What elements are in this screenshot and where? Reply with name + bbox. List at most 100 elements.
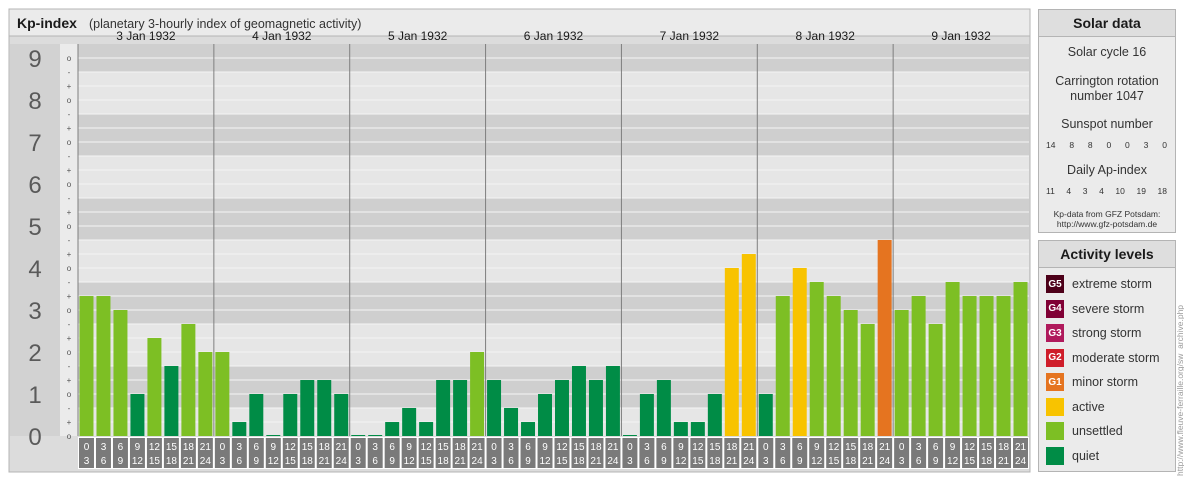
solar-data-panel: Solar data Solar cycle 16 Carrington rot… xyxy=(1038,9,1176,233)
kp-bar xyxy=(198,352,213,436)
interval-cell xyxy=(520,438,536,468)
interval-start-label: 18 xyxy=(319,442,331,453)
interval-cell xyxy=(758,438,774,468)
interval-end-label: 3 xyxy=(220,456,226,467)
y-minor-label: - xyxy=(68,110,71,119)
interval-start-label: 0 xyxy=(220,442,226,453)
interval-cell xyxy=(741,438,757,468)
interval-cell xyxy=(95,438,111,468)
y-minor-label: o xyxy=(67,390,72,399)
kp-band xyxy=(78,282,1029,324)
interval-cell xyxy=(129,438,145,468)
level-swatch: G1 xyxy=(1046,373,1064,392)
y-minor-label: + xyxy=(67,124,72,133)
y-minor-column xyxy=(60,44,78,436)
interval-cell xyxy=(792,438,808,468)
level-active: active xyxy=(1039,395,1175,420)
interval-cell xyxy=(265,438,281,468)
interval-cell xyxy=(214,438,230,468)
kp-bar xyxy=(368,435,383,436)
kp-bar xyxy=(419,422,434,436)
level-g1: G1 minor storm xyxy=(1039,370,1175,395)
interval-end-label: 24 xyxy=(743,456,755,467)
sunspot-value: 0 xyxy=(1106,140,1112,150)
interval-end-label: 3 xyxy=(899,456,905,467)
kp-bar xyxy=(724,268,739,436)
kp-band xyxy=(78,72,1029,114)
interval-end-label: 12 xyxy=(675,456,687,467)
y-minor-label: - xyxy=(68,236,71,245)
y-minor-label: - xyxy=(68,68,71,77)
interval-labels: 0336699121215151818212124033669912121515… xyxy=(78,437,1029,469)
interval-end-label: 15 xyxy=(421,456,433,467)
interval-start-label: 6 xyxy=(389,442,395,453)
level-unsettled: unsettled xyxy=(1039,419,1175,444)
interval-end-label: 3 xyxy=(355,456,361,467)
interval-end-label: 12 xyxy=(268,456,280,467)
kp-bar xyxy=(690,422,705,436)
kp-band xyxy=(78,156,1029,198)
y-major-label: 2 xyxy=(28,340,41,367)
interval-start-label: 6 xyxy=(661,442,667,453)
kp-bar xyxy=(639,394,654,436)
chart-title: Kp-index xyxy=(17,15,77,31)
ap-value: 11 xyxy=(1046,186,1055,196)
interval-end-label: 24 xyxy=(472,456,484,467)
interval-cell xyxy=(333,438,349,468)
y-minor-label: + xyxy=(67,376,72,385)
y-minor-label: - xyxy=(68,152,71,161)
carrington-line1: Carrington rotation xyxy=(1055,74,1159,88)
level-quiet: quiet xyxy=(1039,444,1175,469)
level-label: extreme storm xyxy=(1072,277,1152,292)
kp-bar xyxy=(894,310,909,436)
interval-start-label: 12 xyxy=(421,442,433,453)
y-minor-label: + xyxy=(67,334,72,343)
day-label: 5 Jan 1932 xyxy=(388,29,448,43)
interval-start-label: 6 xyxy=(118,442,124,453)
carrington-line2: number 1047 xyxy=(1070,89,1144,103)
kp-bar xyxy=(826,296,841,436)
level-label: minor storm xyxy=(1072,375,1138,390)
interval-cell xyxy=(401,438,417,468)
interval-start-label: 6 xyxy=(933,442,939,453)
interval-start-label: 9 xyxy=(950,442,956,453)
interval-start-label: 0 xyxy=(899,442,905,453)
y-minor-label: + xyxy=(67,418,72,427)
y-major-column xyxy=(10,44,60,436)
level-g5: G5 extreme storm xyxy=(1039,272,1175,297)
interval-start-label: 9 xyxy=(542,442,548,453)
interval-end-label: 9 xyxy=(933,456,939,467)
interval-start-label: 0 xyxy=(355,442,361,453)
interval-end-label: 12 xyxy=(404,456,416,467)
kp-bar xyxy=(775,296,790,436)
interval-end-label: 18 xyxy=(438,456,450,467)
interval-start-label: 3 xyxy=(780,442,786,453)
y-major-label: 6 xyxy=(28,172,41,199)
kp-bar xyxy=(979,296,994,436)
ap-value: 19 xyxy=(1136,186,1146,196)
kp-bar xyxy=(809,281,824,436)
interval-cell xyxy=(690,438,706,468)
interval-end-label: 21 xyxy=(590,456,602,467)
interval-start-label: 12 xyxy=(149,442,161,453)
level-swatch: G3 xyxy=(1046,324,1064,343)
interval-cell xyxy=(571,438,587,468)
y-minor-label: + xyxy=(67,208,72,217)
kp-bar xyxy=(741,254,756,436)
interval-cell xyxy=(673,438,689,468)
interval-start-label: 0 xyxy=(84,442,90,453)
level-label: moderate storm xyxy=(1072,350,1160,365)
interval-end-label: 9 xyxy=(525,456,531,467)
interval-end-label: 24 xyxy=(200,456,212,467)
y-major-label: 3 xyxy=(28,298,41,325)
interval-end-label: 15 xyxy=(149,456,161,467)
sunspot-values: 14 8 8 0 0 3 0 xyxy=(1039,140,1175,150)
interval-start-label: 3 xyxy=(101,442,107,453)
interval-cell xyxy=(945,438,961,468)
interval-cell xyxy=(503,438,519,468)
interval-cell xyxy=(928,438,944,468)
interval-cell xyxy=(146,438,162,468)
kp-bar xyxy=(843,310,858,436)
level-label: severe storm xyxy=(1072,301,1145,316)
interval-end-label: 9 xyxy=(389,456,395,467)
